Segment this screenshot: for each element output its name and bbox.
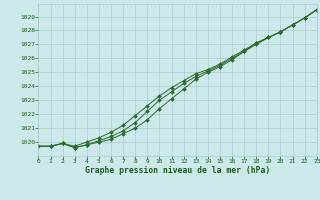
X-axis label: Graphe pression niveau de la mer (hPa): Graphe pression niveau de la mer (hPa) [85, 166, 270, 175]
